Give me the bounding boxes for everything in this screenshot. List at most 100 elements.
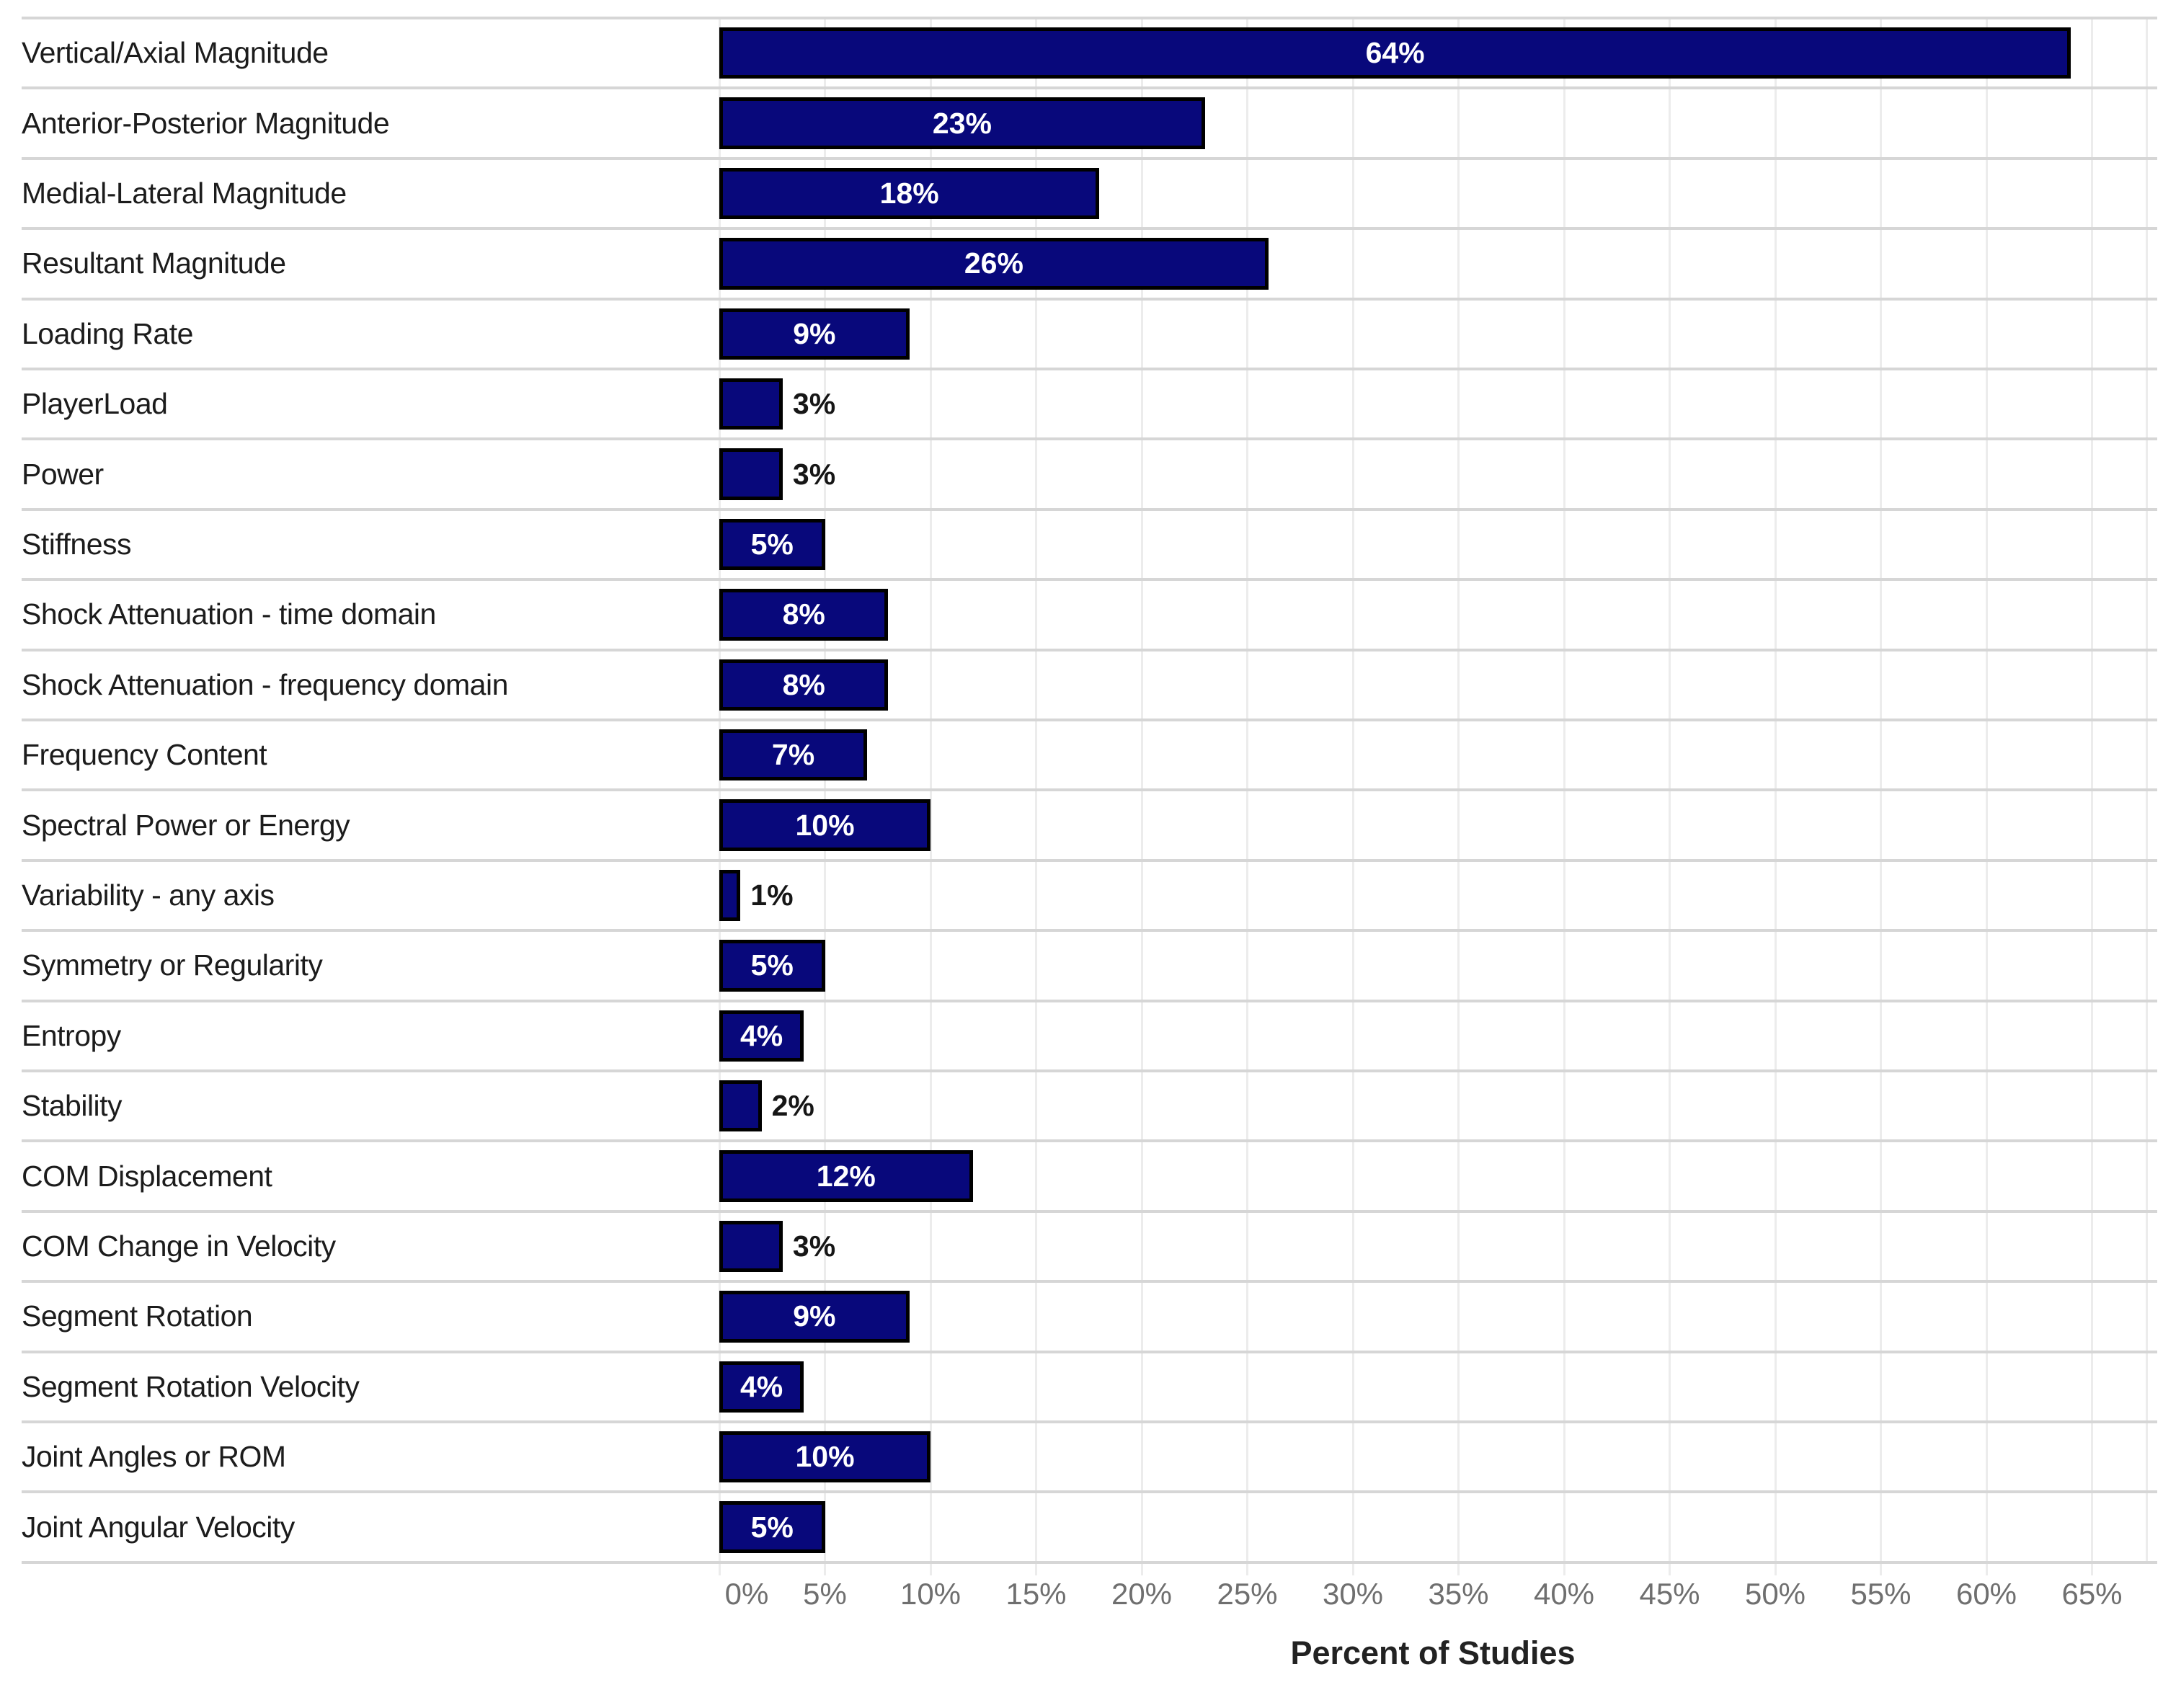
row-separator	[22, 719, 2157, 721]
bar-value-label: 8%	[782, 667, 825, 701]
category-label: Power	[22, 457, 104, 491]
row-separator	[22, 437, 2157, 441]
bar-value-label: 5%	[750, 948, 794, 982]
bar-value-label: 4%	[739, 1018, 783, 1052]
bar	[719, 589, 889, 641]
row-separator	[22, 297, 2157, 301]
axis-tick-mark	[929, 1562, 932, 1575]
x-axis-tick-label: 20%	[1111, 1577, 1173, 1611]
x-axis-tick-label: 55%	[1850, 1577, 1911, 1611]
bar	[719, 308, 910, 360]
category-label: Medial-Lateral Magnitude	[22, 176, 347, 210]
row-separator	[22, 156, 2157, 160]
bar-value-label: 18%	[879, 176, 939, 210]
row-separator	[22, 1350, 2157, 1353]
row-separator	[22, 1420, 2157, 1423]
bar	[719, 869, 741, 922]
bar-value-label: 26%	[964, 246, 1023, 280]
bar	[719, 1010, 804, 1062]
category-label: Loading Rate	[22, 316, 193, 350]
bar-value-label: 5%	[750, 1510, 794, 1544]
x-axis-tick-label: 65%	[2061, 1577, 2123, 1611]
x-axis-tick-label: 30%	[1322, 1577, 1384, 1611]
bar-value-label: 9%	[793, 316, 836, 350]
axis-tick-mark	[1774, 1562, 1777, 1575]
category-label: Stability	[22, 1089, 123, 1123]
bar	[719, 1431, 931, 1483]
axis-tick-mark	[1351, 1562, 1354, 1575]
category-label: PlayerLoad	[22, 387, 168, 421]
category-label: Frequency Content	[22, 738, 267, 772]
row-separator	[22, 788, 2157, 792]
bar-value-label: 3%	[792, 457, 836, 491]
axis-tick-mark	[1140, 1562, 1143, 1575]
bar-value-label: 3%	[792, 387, 836, 421]
bar	[719, 97, 1205, 149]
bar	[719, 729, 868, 781]
bar-value-label: 64%	[1365, 36, 1425, 70]
x-axis-title: Percent of Studies	[1290, 1634, 1576, 1671]
bar	[719, 448, 783, 500]
axis-tick-mark	[1985, 1562, 1988, 1575]
axis-tick-mark	[1563, 1562, 1565, 1575]
category-label: Symmetry or Regularity	[22, 948, 323, 982]
row-separator	[22, 507, 2157, 511]
row-separator	[22, 648, 2157, 651]
category-label: Resultant Magnitude	[22, 246, 286, 280]
bar-value-label: 12%	[816, 1159, 876, 1193]
bar-value-label: 4%	[739, 1369, 783, 1403]
axis-tick-mark	[1457, 1562, 1460, 1575]
bar	[719, 518, 825, 571]
row-separator	[22, 17, 2157, 19]
axis-tick-mark	[1035, 1562, 1037, 1575]
row-separator	[22, 578, 2157, 582]
bar	[719, 1150, 973, 1202]
bar-value-label: 1%	[750, 878, 794, 912]
bar-value-label: 7%	[771, 738, 815, 772]
bar-value-label: 23%	[932, 106, 992, 140]
row-separator	[22, 1560, 2157, 1564]
row-separator	[22, 858, 2157, 862]
bar	[719, 27, 2071, 79]
bar-value-label: 10%	[795, 1440, 855, 1474]
axis-tick-mark	[1246, 1562, 1248, 1575]
bar	[719, 1291, 910, 1343]
x-axis-tick-label: 25%	[1217, 1577, 1278, 1611]
category-label: Segment Rotation	[22, 1299, 253, 1333]
row-separator	[22, 368, 2157, 370]
row-separator	[22, 1280, 2157, 1284]
bar	[719, 1361, 804, 1413]
x-axis-tick-label: 5%	[803, 1577, 847, 1611]
axis-tick-mark	[824, 1562, 826, 1575]
category-label: Stiffness	[22, 527, 132, 561]
category-label: Vertical/Axial Magnitude	[22, 36, 329, 70]
category-label: Segment Rotation Velocity	[22, 1369, 360, 1403]
bar	[719, 659, 889, 711]
axis-tick-mark	[718, 1562, 721, 1575]
bar-value-label: 8%	[782, 597, 825, 631]
row-separator	[22, 1139, 2157, 1143]
category-label: COM Displacement	[22, 1159, 272, 1193]
x-axis-tick-label: 35%	[1428, 1577, 1489, 1611]
category-label: Joint Angles or ROM	[22, 1440, 286, 1474]
bar	[719, 238, 1269, 290]
category-label: Entropy	[22, 1018, 121, 1052]
row-separator	[22, 1069, 2157, 1072]
x-axis-tick-label: 40%	[1533, 1577, 1595, 1611]
category-label: Spectral Power or Energy	[22, 808, 350, 842]
category-label: Joint Angular Velocity	[22, 1510, 295, 1544]
row-separator	[22, 999, 2157, 1002]
category-label: Shock Attenuation - time domain	[22, 597, 436, 631]
axis-tick-mark	[1880, 1562, 1882, 1575]
bar	[719, 940, 825, 992]
bar	[719, 799, 931, 851]
bar	[719, 1220, 783, 1273]
bar	[719, 1501, 825, 1553]
row-separator	[22, 227, 2157, 231]
x-axis-tick-label: 10%	[900, 1577, 961, 1611]
x-axis-tick-label: 45%	[1639, 1577, 1700, 1611]
x-axis-tick-label: 15%	[1005, 1577, 1067, 1611]
category-label: COM Change in Velocity	[22, 1229, 336, 1263]
category-label: Shock Attenuation - frequency domain	[22, 667, 508, 701]
